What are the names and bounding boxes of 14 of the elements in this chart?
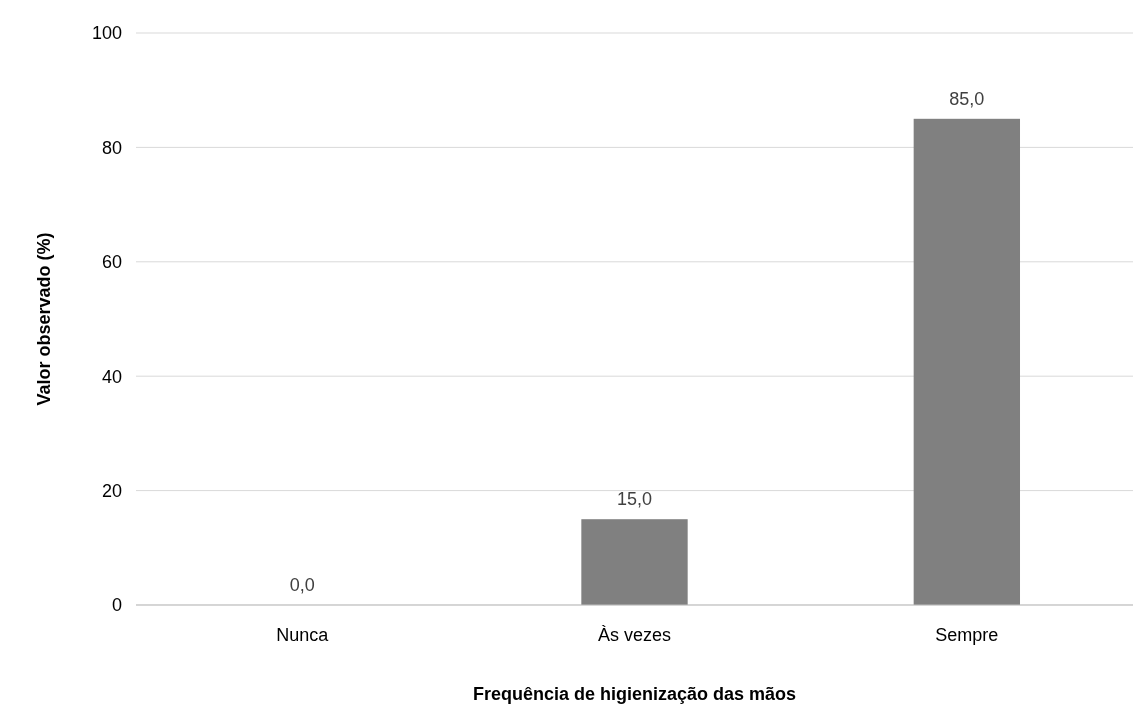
y-tick-label: 100 <box>91 23 122 44</box>
x-tick-label: Nunca <box>276 625 330 645</box>
y-tick-label: 20 <box>101 480 122 501</box>
y-axis-title: Valor observado (%) <box>34 232 54 406</box>
x-axis-title: Frequência de higienização das mãos <box>472 684 797 704</box>
y-tick-label: 40 <box>101 366 122 387</box>
y-tick-label: 0 <box>111 595 122 616</box>
x-tick-label: Sempre <box>935 625 999 645</box>
x-tick-label: Às vezes <box>597 625 672 645</box>
data-label: 0,0 <box>289 575 315 595</box>
y-tick-label: 60 <box>101 252 122 273</box>
y-tick-label: 80 <box>101 137 122 158</box>
data-label: 85,0 <box>949 88 985 109</box>
data-label: 15,0 <box>616 489 653 510</box>
